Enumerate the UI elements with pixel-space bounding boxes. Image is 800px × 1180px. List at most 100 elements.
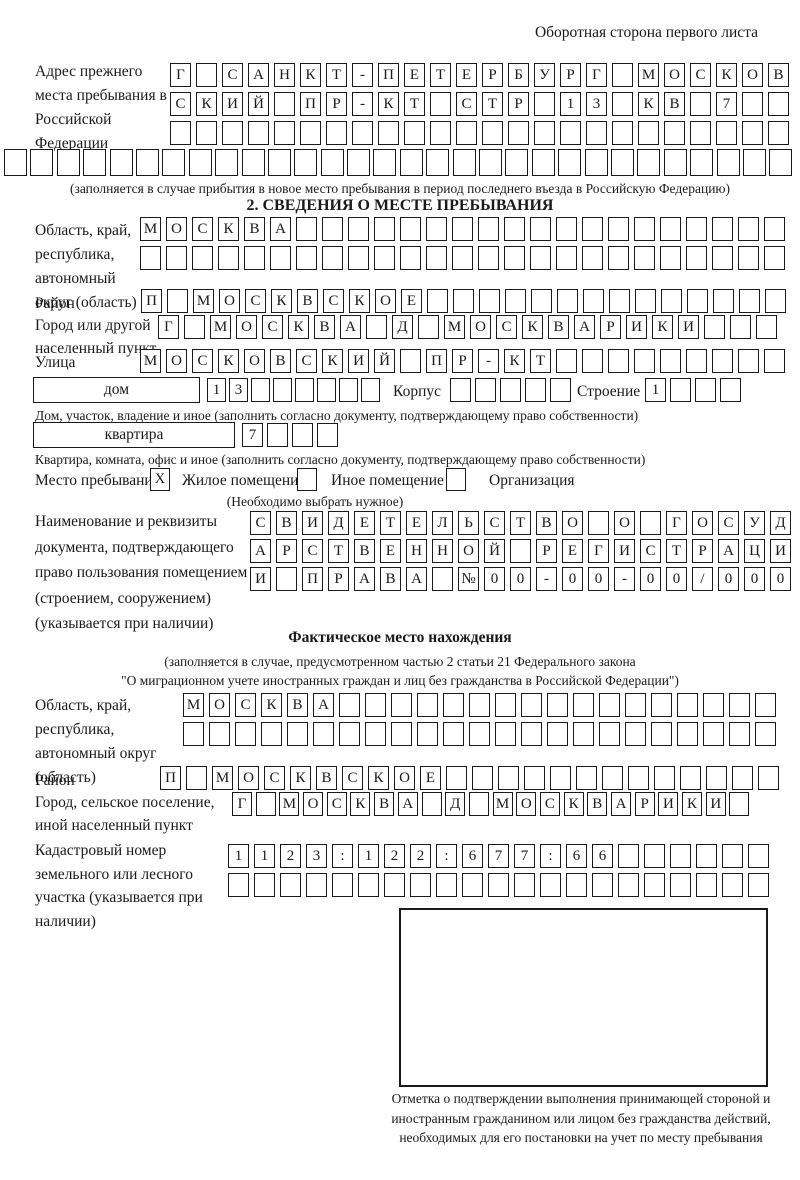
char-cell[interactable]: Р	[560, 63, 581, 87]
char-cell[interactable]	[625, 693, 646, 717]
stroenie-row[interactable]: 1	[645, 378, 741, 402]
char-cell[interactable]: М	[444, 315, 465, 339]
char-cell[interactable]: -	[536, 567, 557, 591]
char-cell[interactable]	[687, 289, 708, 313]
char-cell[interactable]	[452, 217, 473, 241]
char-cell[interactable]	[556, 217, 577, 241]
char-cell[interactable]: -	[352, 63, 373, 87]
char-cell[interactable]: И	[302, 511, 323, 535]
char-cell[interactable]	[547, 693, 568, 717]
char-cell[interactable]	[378, 121, 399, 145]
char-cell[interactable]	[748, 873, 769, 897]
char-cell[interactable]: А	[397, 792, 418, 816]
char-cell[interactable]: М	[193, 289, 214, 313]
char-cell[interactable]: Г	[158, 315, 179, 339]
char-cell[interactable]	[452, 149, 476, 176]
char-cell[interactable]: Е	[562, 539, 583, 563]
char-cell[interactable]	[322, 217, 343, 241]
char-cell[interactable]	[453, 289, 474, 313]
char-cell[interactable]	[196, 121, 217, 145]
char-cell[interactable]	[339, 722, 360, 746]
char-cell[interactable]: 0	[640, 567, 661, 591]
char-cell[interactable]: О	[458, 539, 479, 563]
char-cell[interactable]	[322, 246, 343, 270]
char-cell[interactable]	[765, 289, 786, 313]
checkbox-other-premises[interactable]	[297, 468, 317, 491]
char-cell[interactable]	[374, 246, 395, 270]
char-cell[interactable]	[703, 722, 724, 746]
char-cell[interactable]	[644, 844, 665, 868]
char-cell[interactable]	[215, 149, 239, 176]
char-cell[interactable]: И	[705, 792, 726, 816]
actual-region-row-2[interactable]	[183, 722, 776, 746]
char-cell[interactable]: Т	[430, 63, 451, 87]
char-cell[interactable]: О	[375, 289, 396, 313]
char-cell[interactable]: Д	[770, 511, 791, 535]
char-cell[interactable]	[742, 149, 766, 176]
char-cell[interactable]	[582, 217, 603, 241]
char-cell[interactable]	[706, 766, 727, 790]
char-cell[interactable]: :	[540, 844, 561, 868]
char-cell[interactable]: С	[456, 92, 477, 116]
char-cell[interactable]	[634, 246, 655, 270]
char-cell[interactable]	[634, 217, 655, 241]
char-cell[interactable]	[566, 873, 587, 897]
char-cell[interactable]: С	[323, 289, 344, 313]
char-cell[interactable]: Й	[248, 92, 269, 116]
char-cell[interactable]	[347, 149, 371, 176]
char-cell[interactable]	[222, 121, 243, 145]
char-cell[interactable]: О	[742, 63, 763, 87]
char-cell[interactable]	[267, 149, 291, 176]
char-cell[interactable]	[716, 121, 737, 145]
char-cell[interactable]	[576, 766, 597, 790]
char-cell[interactable]: 6	[592, 844, 613, 868]
char-cell[interactable]	[358, 873, 379, 897]
char-cell[interactable]: В	[276, 511, 297, 535]
char-cell[interactable]: О	[166, 349, 187, 373]
char-cell[interactable]	[244, 246, 265, 270]
char-cell[interactable]	[274, 92, 295, 116]
char-cell[interactable]	[704, 315, 725, 339]
char-cell[interactable]: К	[682, 792, 703, 816]
char-cell[interactable]: А	[574, 315, 595, 339]
char-cell[interactable]: В	[768, 63, 789, 87]
char-cell[interactable]	[712, 246, 733, 270]
char-cell[interactable]: 7	[514, 844, 535, 868]
char-cell[interactable]	[186, 766, 207, 790]
char-cell[interactable]	[588, 511, 609, 535]
char-cell[interactable]	[135, 149, 159, 176]
char-cell[interactable]: С	[718, 511, 739, 535]
char-cell[interactable]	[670, 378, 691, 402]
korpus-row[interactable]	[450, 378, 571, 402]
char-cell[interactable]: 7	[716, 92, 737, 116]
char-cell[interactable]	[30, 149, 54, 176]
char-cell[interactable]: 1	[228, 844, 249, 868]
char-cell[interactable]	[320, 149, 344, 176]
char-cell[interactable]: Н	[274, 63, 295, 87]
char-cell[interactable]: С	[245, 289, 266, 313]
char-cell[interactable]	[410, 873, 431, 897]
char-cell[interactable]	[184, 315, 205, 339]
char-cell[interactable]	[366, 315, 387, 339]
char-cell[interactable]: Е	[456, 63, 477, 87]
char-cell[interactable]	[505, 149, 529, 176]
char-cell[interactable]: Г	[170, 63, 191, 87]
char-cell[interactable]	[670, 844, 691, 868]
char-cell[interactable]: К	[350, 792, 371, 816]
char-cell[interactable]	[443, 722, 464, 746]
char-cell[interactable]: О	[219, 289, 240, 313]
char-cell[interactable]: Р	[326, 92, 347, 116]
char-cell[interactable]	[374, 217, 395, 241]
char-cell[interactable]	[432, 567, 453, 591]
char-cell[interactable]: С	[539, 792, 560, 816]
char-cell[interactable]: С	[342, 766, 363, 790]
char-cell[interactable]	[742, 121, 763, 145]
char-cell[interactable]	[166, 246, 187, 270]
char-cell[interactable]	[267, 423, 288, 447]
char-cell[interactable]: А	[248, 63, 269, 87]
char-cell[interactable]: Е	[354, 511, 375, 535]
char-cell[interactable]	[612, 121, 633, 145]
char-cell[interactable]: С	[640, 539, 661, 563]
char-cell[interactable]	[525, 378, 546, 402]
